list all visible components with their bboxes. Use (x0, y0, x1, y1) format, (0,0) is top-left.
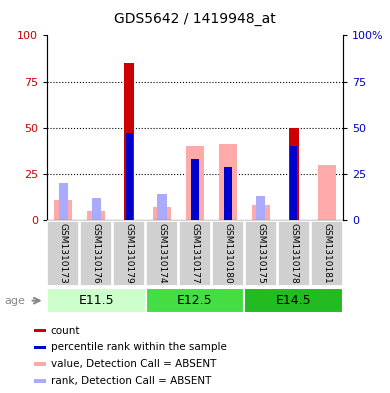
Bar (219, 144, 237, 220)
Bar (153, 207, 171, 220)
Bar (113, 221, 145, 286)
Text: GDS5642 / 1419948_at: GDS5642 / 1419948_at (114, 12, 276, 26)
Bar (158, 194, 167, 220)
Bar (311, 221, 342, 286)
Bar (87, 211, 105, 220)
Text: GSM1310175: GSM1310175 (256, 223, 265, 284)
Text: GSM1310176: GSM1310176 (92, 223, 101, 284)
Text: age: age (4, 296, 25, 306)
Bar (80, 221, 112, 286)
Bar (186, 146, 204, 220)
Bar (92, 198, 101, 220)
Bar (47, 288, 145, 313)
Text: count: count (51, 326, 80, 336)
Bar (224, 167, 232, 220)
Text: rank, Detection Call = ABSENT: rank, Detection Call = ABSENT (51, 376, 211, 386)
Text: GSM1310178: GSM1310178 (289, 223, 298, 284)
Bar (54, 200, 72, 220)
Bar (34, 379, 46, 382)
Text: GSM1310181: GSM1310181 (322, 223, 331, 284)
Bar (318, 165, 336, 220)
Bar (126, 133, 133, 220)
Text: value, Detection Call = ABSENT: value, Detection Call = ABSENT (51, 359, 216, 369)
Bar (290, 146, 298, 220)
Text: GSM1310179: GSM1310179 (125, 223, 134, 284)
Text: E12.5: E12.5 (177, 294, 213, 307)
Bar (124, 63, 135, 220)
Bar (191, 159, 199, 220)
Bar (289, 128, 299, 220)
Text: GSM1310174: GSM1310174 (158, 223, 167, 284)
Bar (212, 221, 244, 286)
Bar (256, 196, 266, 220)
Bar (245, 288, 343, 313)
Bar (179, 221, 211, 286)
Text: E14.5: E14.5 (276, 294, 312, 307)
Bar (278, 221, 310, 286)
Bar (245, 221, 277, 286)
Bar (146, 221, 178, 286)
Bar (289, 176, 298, 220)
Bar (34, 362, 46, 366)
Text: GSM1310173: GSM1310173 (59, 223, 68, 284)
Bar (34, 345, 46, 349)
Text: GSM1310180: GSM1310180 (223, 223, 232, 284)
Bar (58, 183, 68, 220)
Text: E11.5: E11.5 (78, 294, 114, 307)
Bar (252, 205, 270, 220)
Text: percentile rank within the sample: percentile rank within the sample (51, 342, 227, 352)
Bar (145, 288, 245, 313)
Bar (34, 329, 46, 332)
Text: GSM1310177: GSM1310177 (190, 223, 200, 284)
Bar (48, 221, 79, 286)
